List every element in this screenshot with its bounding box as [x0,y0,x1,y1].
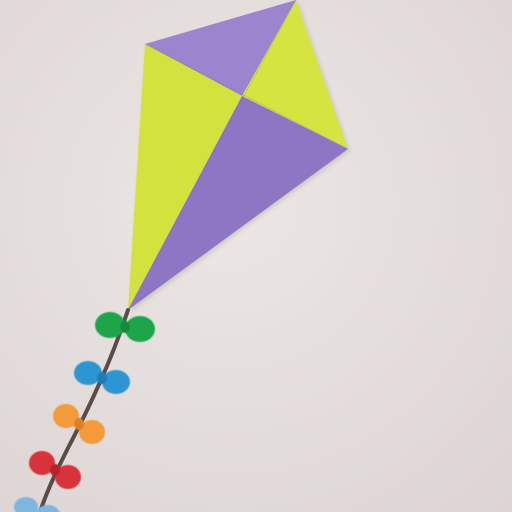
bow-blue [74,361,130,394]
kite-fold-horizontal [144,43,349,150]
kite-panel-top-right [242,0,348,149]
kite-panel-top-left [145,0,296,96]
kite-panel-bottom-left [128,44,242,310]
kite-panel-bottom-right [128,96,348,310]
bow-orange [53,404,105,444]
bow-red [29,451,81,489]
bow-light-blue [14,497,60,512]
kite-fold-vertical [127,0,297,311]
kite [127,0,349,311]
kite-string [38,308,130,512]
bow-green [95,312,155,342]
